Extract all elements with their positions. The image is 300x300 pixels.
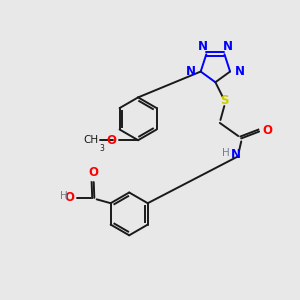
Text: N: N [231,148,241,161]
Text: N: N [198,40,208,53]
Text: N: N [186,65,196,78]
Text: H: H [60,191,68,201]
Text: CH: CH [84,135,99,145]
Text: N: N [235,65,244,78]
Text: H: H [222,148,230,158]
Text: S: S [220,94,229,107]
Text: 3: 3 [99,144,104,153]
Text: N: N [222,40,233,53]
Text: O: O [107,134,117,147]
Text: O: O [89,166,99,178]
Text: O: O [64,191,74,204]
Text: O: O [262,124,273,136]
